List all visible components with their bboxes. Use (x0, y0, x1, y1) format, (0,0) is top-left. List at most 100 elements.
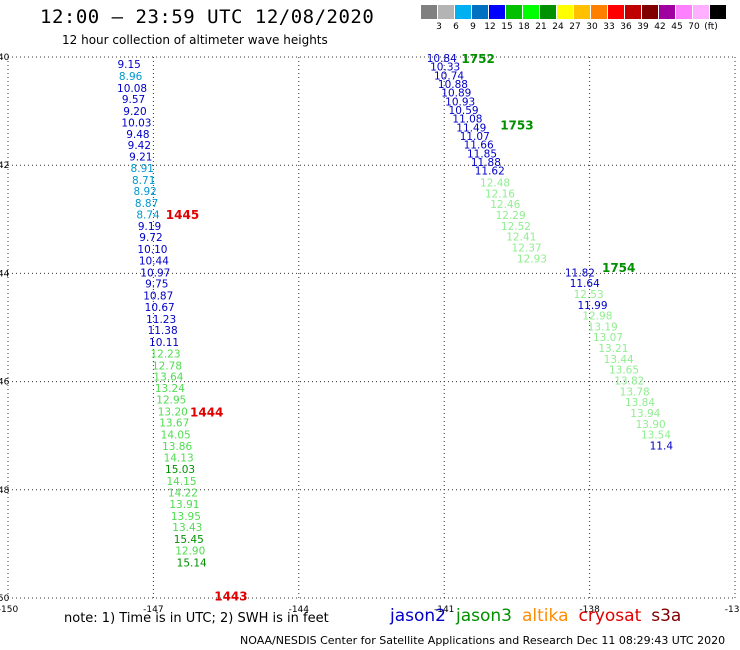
wave-height-label: 9.42 (128, 140, 151, 152)
wave-height-label: 11.99 (577, 300, 607, 312)
wave-height-label: 9.75 (145, 279, 168, 291)
color-scale-label: 12 (484, 22, 496, 32)
wave-height-label: 13.91 (169, 499, 199, 511)
pass-time-label: 1444 (190, 405, 223, 419)
wave-height-label: 8.74 (136, 209, 160, 221)
wave-height-label: 13.64 (153, 372, 183, 384)
x-tick-label: -141 (434, 605, 454, 615)
wave-height-label: 10.59 (449, 105, 479, 117)
chart-title: 12:00 — 23:59 UTC 12/08/2020 (40, 6, 375, 28)
x-tick-label: -144 (289, 605, 310, 615)
color-scale-label: 36 (620, 22, 632, 32)
wave-height-label: 11.66 (464, 140, 494, 152)
wave-height-label: 10.03 (121, 117, 151, 129)
color-scale-label: 15 (501, 22, 513, 32)
wave-height-label: 13.90 (636, 419, 666, 431)
wave-height-label: 13.95 (171, 511, 201, 523)
wave-height-label: 12.16 (485, 188, 515, 200)
wave-height-label: 12.23 (150, 348, 180, 360)
x-tick-label: -135 (725, 605, 740, 615)
color-scale-swatch (438, 5, 455, 19)
wave-height-label: 10.10 (137, 244, 167, 256)
color-scale-swatch (676, 5, 693, 19)
y-tick-label: -40 (0, 53, 10, 63)
wave-height-label: 13.78 (620, 386, 650, 398)
color-scale-swatch (455, 5, 472, 19)
color-scale-label: 6 (453, 22, 459, 32)
color-scale-label: 21 (535, 22, 547, 32)
satellite-legend-item: jason3 (456, 606, 512, 626)
color-scale-swatch (472, 5, 489, 19)
color-scale-swatch (642, 5, 659, 19)
chart-subtitle: 12 hour collection of altimeter wave hei… (62, 33, 328, 47)
wave-height-label: 14.05 (161, 430, 191, 442)
wave-height-label: 12.78 (152, 360, 182, 372)
x-tick-label: -138 (579, 605, 600, 615)
wave-height-label: 11.64 (570, 278, 600, 290)
color-scale-label: 24 (552, 22, 564, 32)
wave-height-label: 14.22 (168, 488, 198, 500)
color-scale-swatch (523, 5, 540, 19)
wave-height-label: 12.48 (480, 178, 510, 190)
wave-height-label: 13.43 (172, 522, 202, 534)
color-scale-swatch (489, 5, 506, 19)
color-scale-swatch (693, 5, 710, 19)
wave-height-label: 12.46 (490, 199, 520, 211)
satellite-legend-item: altika (522, 606, 569, 626)
wave-height-label: 9.72 (139, 232, 162, 244)
wave-height-label: 11.62 (475, 166, 505, 178)
wave-height-label: 10.89 (441, 88, 471, 100)
wave-height-label: 8.92 (133, 186, 156, 198)
wave-height-label: 9.20 (123, 106, 146, 118)
wave-height-label: 12.41 (506, 232, 536, 244)
wave-height-label: 12.93 (517, 253, 547, 265)
color-scale-swatch (506, 5, 523, 19)
wave-height-label: 12.53 (574, 289, 604, 301)
wave-height-label: 10.88 (438, 79, 468, 91)
wave-height-label: 12.95 (156, 394, 186, 406)
wave-height-label: 10.93 (445, 96, 475, 108)
wave-height-label: 13.20 (158, 406, 188, 418)
wave-height-label: 10.74 (434, 70, 464, 82)
wave-height-label: 13.07 (593, 332, 623, 344)
x-tick-label: -147 (143, 605, 163, 615)
color-scale-swatch (574, 5, 591, 19)
wave-height-label: 10.84 (427, 53, 457, 65)
wave-height-label: 10.87 (143, 291, 173, 303)
color-scale-label: 42 (654, 22, 666, 32)
wave-height-label: 10.97 (140, 267, 170, 279)
wave-height-label: 8.71 (132, 175, 155, 187)
color-scale-swatch (557, 5, 574, 19)
wave-height-label: 10.08 (117, 83, 147, 95)
color-scale-swatch (591, 5, 608, 19)
wave-height-label: 12.90 (175, 545, 205, 557)
footer-credit: NOAA/NESDIS Center for Satellite Applica… (240, 634, 726, 647)
color-scale-swatch (540, 5, 557, 19)
y-tick-label: -44 (0, 269, 10, 279)
wave-height-label: 15.45 (174, 534, 204, 546)
satellite-legend-item: jason2 (390, 606, 446, 626)
wave-height-label: 11.82 (565, 267, 595, 279)
wave-height-label: 11.38 (148, 325, 178, 337)
wave-height-label: 13.67 (159, 418, 189, 430)
wave-height-label: 8.96 (119, 71, 143, 83)
color-scale-label: 27 (569, 22, 581, 32)
wave-height-label: 13.24 (155, 383, 185, 395)
y-tick-label: -50 (0, 594, 10, 604)
color-scale-label: 9 (470, 22, 476, 32)
color-scale-swatch (625, 5, 642, 19)
wave-height-label: 13.65 (609, 365, 639, 377)
wave-height-label: 9.15 (117, 59, 140, 71)
wave-height-label: 8.87 (135, 198, 158, 210)
wave-height-label: 10.33 (430, 62, 460, 74)
wave-height-label: 14.15 (166, 476, 196, 488)
color-scale-swatch (659, 5, 676, 19)
wave-height-label: 13.84 (625, 397, 655, 409)
wave-height-label: 12.52 (501, 221, 531, 233)
wave-height-label: 15.14 (177, 557, 207, 569)
pass-time-label: 1753 (500, 119, 533, 133)
wave-height-label: 11.4 (650, 440, 674, 452)
wave-height-label: 13.44 (604, 354, 634, 366)
wave-height-label: 11.88 (471, 157, 501, 169)
